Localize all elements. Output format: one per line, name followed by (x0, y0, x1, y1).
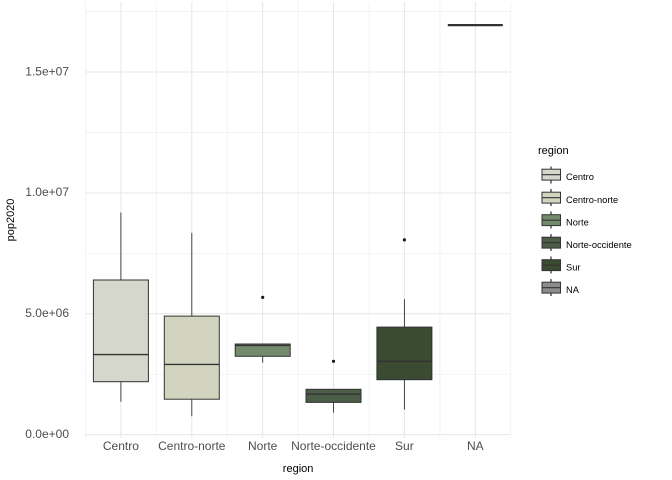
svg-text:Norte-occidente: Norte-occidente (291, 439, 376, 453)
svg-text:1.0e+07: 1.0e+07 (25, 185, 69, 199)
svg-text:Norte-occidente: Norte-occidente (566, 240, 632, 250)
svg-text:Norte: Norte (566, 217, 589, 227)
svg-text:region: region (283, 463, 314, 475)
svg-text:pop2020: pop2020 (5, 199, 17, 242)
svg-text:Centro-norte: Centro-norte (566, 195, 618, 205)
svg-text:region: region (538, 145, 569, 157)
svg-text:Norte: Norte (248, 439, 278, 453)
svg-text:5.0e+06: 5.0e+06 (25, 306, 69, 320)
svg-text:1.5e+07: 1.5e+07 (25, 64, 69, 78)
svg-text:NA: NA (566, 285, 580, 295)
svg-text:Centro: Centro (566, 172, 594, 182)
svg-text:Sur: Sur (566, 262, 580, 272)
svg-text:0.0e+00: 0.0e+00 (25, 427, 69, 441)
svg-text:Centro: Centro (103, 439, 139, 453)
svg-text:Sur: Sur (395, 439, 414, 453)
svg-text:NA: NA (467, 439, 484, 453)
svg-text:Centro-norte: Centro-norte (158, 439, 226, 453)
